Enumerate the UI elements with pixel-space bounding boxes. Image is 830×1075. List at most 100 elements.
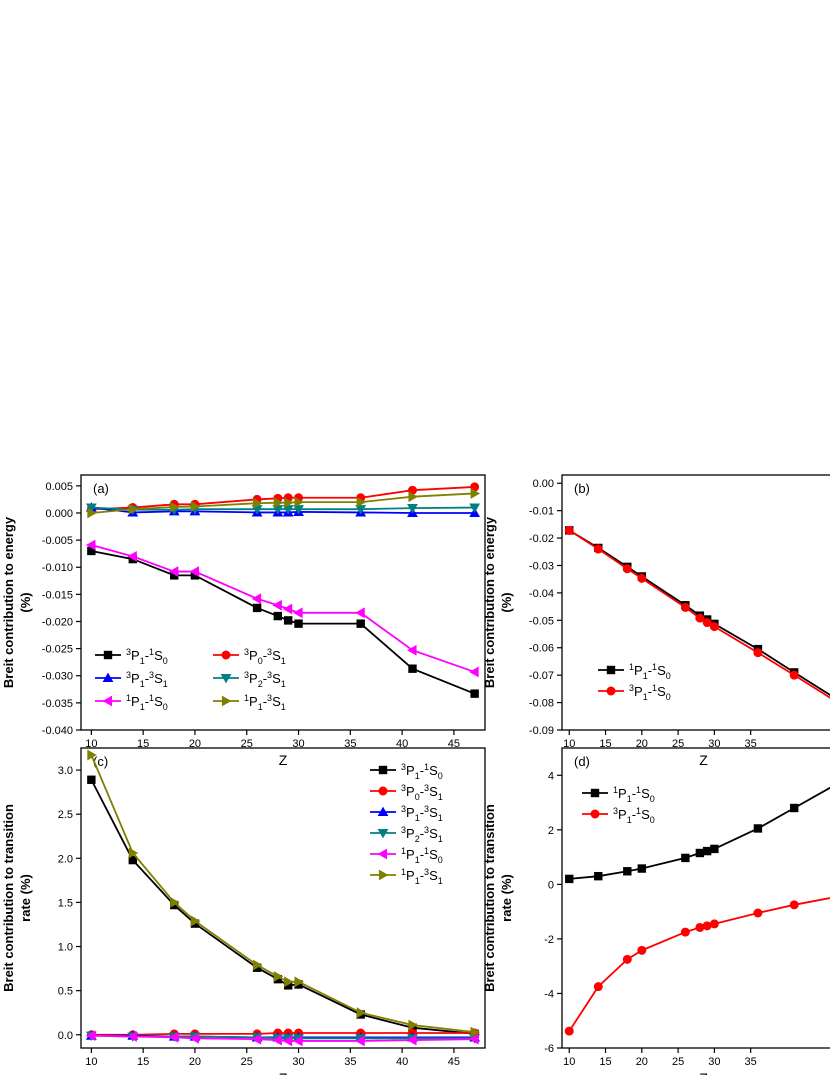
data-point: [284, 976, 294, 988]
data-point: [282, 603, 293, 615]
legend-label: 3P0-3S1: [401, 783, 443, 802]
x-tick-label: 25: [241, 1056, 253, 1068]
y-tick-label: 2.0: [58, 853, 73, 865]
data-point: [469, 503, 481, 513]
y-tick-label: -0.05: [529, 615, 554, 627]
data-point: [190, 501, 201, 512]
y-tick-label: 4: [548, 770, 554, 782]
data-point: [85, 539, 96, 551]
y-tick-label: 1.0: [58, 942, 73, 954]
data-point: [356, 619, 365, 628]
x-axis-label: Z: [699, 1070, 708, 1075]
x-tick-label: 15: [137, 1056, 149, 1068]
legend-marker: [590, 788, 600, 798]
data-point: [407, 1034, 417, 1046]
data-layer: [85, 482, 481, 698]
data-point: [564, 1026, 574, 1036]
y-tick-label: 0: [548, 879, 554, 891]
y-tick-label: -0.09: [529, 725, 554, 737]
plot-frame: [561, 747, 830, 1049]
y-tick-label: 0.000: [45, 508, 73, 520]
data-point: [85, 503, 97, 513]
legend: 3P1-1S0 3P0-3S1 3P1-3S1 3P2-3S1 1P1-1S0 1P1-3…: [95, 647, 286, 712]
data-point: [623, 867, 632, 876]
x-tick-label: 25: [672, 738, 684, 750]
y-axis-label: (%): [18, 592, 33, 612]
data-point: [170, 571, 179, 580]
data-point: [407, 504, 418, 514]
x-tick-label: 10: [85, 738, 97, 750]
data-layer: [85, 749, 481, 1047]
y-tick-label: 0.00: [533, 478, 554, 490]
data-layer: [564, 525, 830, 699]
data-layer: [564, 786, 830, 1036]
data-point: [190, 915, 201, 927]
data-point: [470, 1026, 481, 1038]
data-point: [251, 593, 262, 605]
data-point: [283, 616, 293, 625]
data-point: [294, 976, 304, 988]
y-tick-label: -0.010: [42, 562, 73, 574]
data-point: [189, 1032, 199, 1044]
panel-label: (d): [574, 754, 590, 769]
x-tick-label: 20: [189, 1056, 201, 1068]
legend-label: 1P1-1S0: [629, 662, 671, 681]
plot-frame: [561, 474, 830, 731]
x-tick-label: 10: [563, 738, 575, 750]
data-point: [789, 670, 799, 680]
x-tick-label: 40: [396, 1056, 408, 1068]
x-tick-label: 45: [448, 1056, 460, 1068]
legend-marker: [377, 806, 389, 817]
y-tick-label: -0.035: [42, 698, 73, 710]
data-point: [168, 566, 179, 577]
data-point: [283, 981, 293, 990]
y-tick-label: -0.040: [42, 725, 73, 737]
data-point: [470, 689, 479, 698]
legend-marker: [221, 650, 231, 660]
panel-4: 10 15 20 25 30 35 -6 -4 -2 0 2 4 Z Breit contribution…: [482, 747, 830, 1075]
x-tick-label: 25: [672, 1056, 684, 1068]
data-point: [695, 922, 705, 932]
y-tick-label: -0.02: [529, 533, 554, 545]
y-tick-label: 0.5: [58, 986, 73, 998]
legend-marker: [590, 809, 600, 819]
data-point: [294, 619, 303, 628]
x-tick-label: 15: [599, 1056, 611, 1068]
data-point: [294, 496, 304, 508]
legend-label: 1P1-1S0: [401, 846, 443, 865]
data-point: [637, 573, 647, 583]
data-point: [170, 501, 180, 513]
legend-marker: [378, 786, 388, 796]
plot-frame: [80, 747, 486, 1049]
data-point: [680, 927, 690, 937]
legend-marker: [378, 869, 389, 881]
legend: 3P1-1S0 3P0-3S1 3P1-3S1 3P2-3S1 1P1-1S0 1P1-3…: [370, 762, 443, 886]
data-point: [293, 505, 304, 515]
data-point: [272, 599, 282, 611]
data-point: [355, 607, 365, 619]
legend-label: 3P1-1S0: [613, 806, 655, 825]
panel-label: (a): [93, 481, 109, 496]
data-point: [355, 1035, 365, 1047]
y-axis-label: (%): [499, 592, 514, 612]
data-point: [408, 1019, 418, 1031]
y-tick-label: -0.07: [529, 670, 554, 682]
data-point: [470, 488, 481, 499]
data-point: [252, 603, 262, 613]
legend: 1P1-1S0 3P1-1S0: [598, 662, 671, 702]
legend-label: 3P2-3S1: [244, 670, 286, 689]
y-tick-label: -2: [544, 934, 554, 946]
legend-label: 1P1-1S0: [613, 785, 655, 804]
data-point: [753, 908, 763, 918]
legend-marker: [377, 848, 388, 860]
data-point: [87, 775, 96, 784]
x-tick-label: 30: [708, 1056, 720, 1068]
y-tick-label: -0.020: [42, 616, 73, 628]
x-tick-label: 10: [85, 1056, 97, 1068]
y-axis-label: Breit contribution to energy: [482, 516, 497, 688]
data-point: [593, 544, 603, 554]
y-tick-label: 1.5: [58, 897, 73, 909]
x-tick-label: 25: [241, 738, 253, 750]
y-axis-label: Breit contribution to transition: [1, 804, 16, 992]
y-tick-label: 2: [548, 825, 554, 837]
